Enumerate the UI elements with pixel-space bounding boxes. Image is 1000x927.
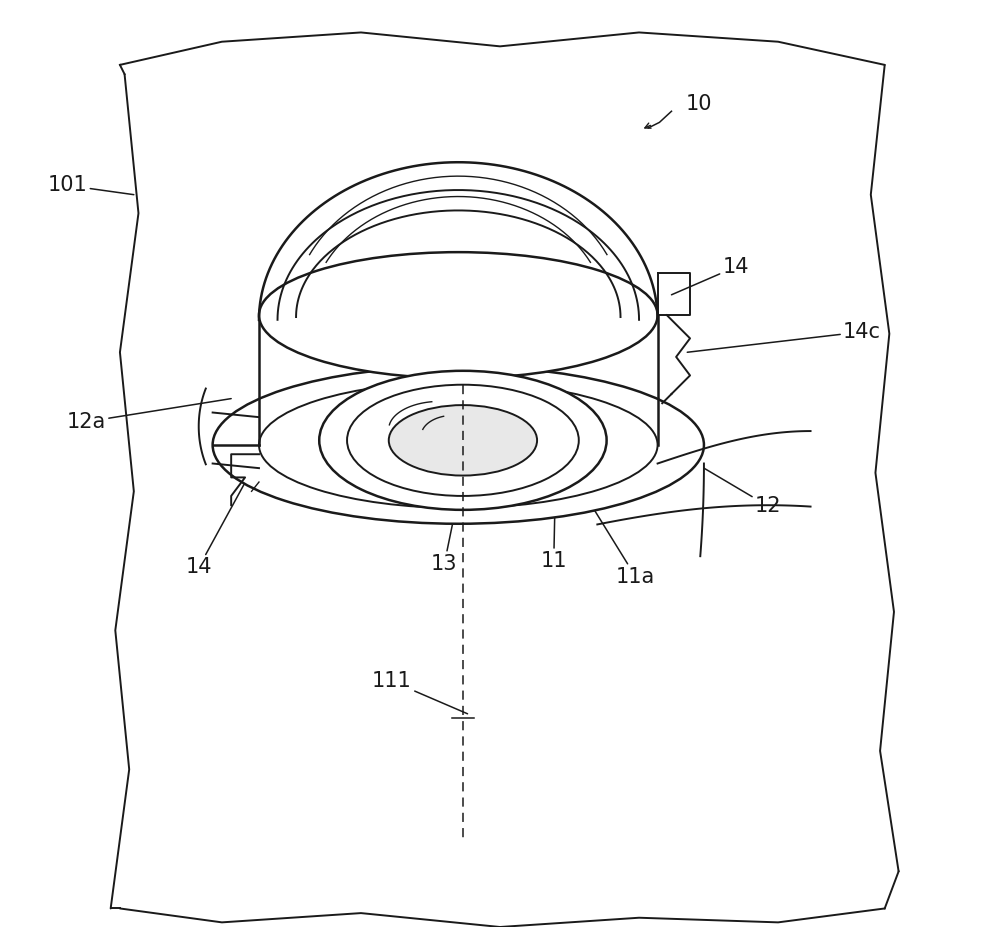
Ellipse shape <box>213 366 704 524</box>
Text: 12: 12 <box>704 468 781 516</box>
Text: 10: 10 <box>686 94 713 114</box>
Text: 14: 14 <box>185 477 248 578</box>
Text: 12a: 12a <box>67 399 231 432</box>
Ellipse shape <box>347 385 579 496</box>
Ellipse shape <box>259 252 658 378</box>
Text: 13: 13 <box>431 496 458 574</box>
Text: 11a: 11a <box>579 485 655 587</box>
Ellipse shape <box>319 371 607 510</box>
Ellipse shape <box>259 382 658 508</box>
Ellipse shape <box>389 405 537 476</box>
Text: 11: 11 <box>541 473 567 571</box>
Text: 101: 101 <box>48 175 134 196</box>
Text: 14c: 14c <box>687 322 881 352</box>
Text: 14: 14 <box>671 257 749 295</box>
Text: 111: 111 <box>372 671 468 714</box>
